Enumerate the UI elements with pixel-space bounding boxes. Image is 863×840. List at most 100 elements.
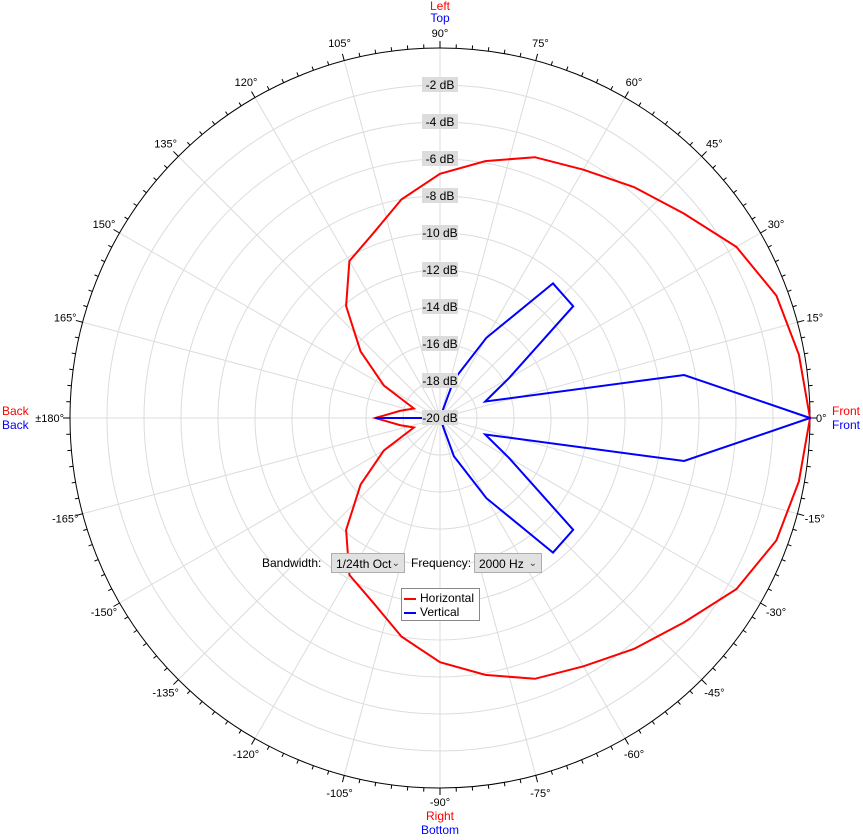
minor-tick	[742, 203, 747, 207]
angle-tick-label: 45°	[706, 139, 723, 151]
minor-tick	[211, 120, 216, 125]
ring-label-bg	[422, 299, 458, 314]
minor-tick	[519, 779, 522, 784]
minor-tick	[723, 177, 727, 181]
minor-tick	[689, 690, 694, 695]
ring-label: -8 dB	[426, 189, 455, 203]
legend-item-vertical: Vertical	[404, 605, 459, 619]
minor-tick	[751, 616, 756, 620]
minor-tick	[83, 528, 88, 531]
minor-tick	[503, 49, 506, 54]
minor-tick	[792, 528, 797, 531]
ring-label: -4 dB	[426, 115, 455, 129]
angle-tick-label: 120°	[235, 77, 258, 89]
grid-spoke	[82, 321, 441, 419]
minor-tick	[595, 78, 599, 83]
ring-label-bg	[422, 151, 458, 166]
direction-label-bottom-v: Bottom	[421, 823, 459, 837]
ring-label: -14 dB	[422, 300, 457, 314]
minor-tick	[689, 141, 694, 146]
minor-tick	[664, 711, 669, 716]
angle-tick-label: 75°	[532, 38, 549, 50]
angle-tick-label: 105°	[328, 38, 351, 50]
minor-tick	[142, 189, 147, 194]
frequency-select[interactable]: 2000 Hz ⌄	[474, 553, 542, 573]
minor-tick	[804, 481, 809, 484]
angle-tick-label: 165°	[54, 313, 77, 325]
grid-spoke	[254, 97, 441, 419]
minor-tick	[69, 368, 74, 371]
bandwidth-select[interactable]: 1/24th Oct ⌄	[331, 553, 405, 573]
minor-tick	[311, 66, 314, 71]
grid-spoke	[439, 417, 537, 776]
minor-tick	[225, 111, 229, 116]
minor-tick	[88, 544, 93, 547]
minor-tick	[71, 352, 76, 355]
major-tick	[251, 91, 256, 98]
minor-tick	[199, 701, 203, 705]
minor-tick	[390, 47, 393, 52]
minor-tick	[638, 102, 642, 107]
minor-tick	[163, 667, 168, 672]
ring-label: -18 dB	[422, 374, 457, 388]
ring-label-bg	[422, 373, 458, 388]
minor-tick	[723, 655, 727, 659]
grid-spoke	[439, 417, 761, 604]
minor-tick	[390, 784, 393, 789]
angle-tick-label: 90°	[432, 28, 449, 40]
minor-tick	[142, 642, 147, 647]
minor-tick	[801, 336, 806, 339]
major-tick	[797, 513, 805, 517]
minor-tick	[677, 131, 681, 135]
frequency-label: Frequency:	[411, 556, 472, 570]
minor-tick	[787, 289, 792, 292]
minor-tick	[806, 465, 811, 468]
minor-tick	[781, 274, 786, 277]
ring-label-bg	[422, 262, 458, 277]
grid-spoke	[343, 417, 441, 776]
minor-tick	[281, 753, 285, 758]
minor-tick	[712, 164, 717, 169]
major-tick	[173, 151, 179, 157]
angle-tick-label: -30°	[766, 607, 786, 619]
angle-tick-label: -45°	[704, 687, 724, 699]
minor-tick	[327, 61, 330, 66]
bandwidth-value: 1/24th Oct	[336, 557, 392, 571]
minor-tick	[296, 759, 299, 764]
legend-label: Vertical	[420, 605, 460, 619]
legend-swatch	[404, 597, 416, 600]
ring-label-bg	[422, 188, 458, 203]
minor-tick	[83, 305, 88, 308]
chevron-down-icon: ⌄	[391, 558, 400, 569]
grid-spoke	[82, 417, 441, 515]
minor-tick	[88, 289, 93, 292]
minor-tick	[487, 47, 490, 52]
major-tick	[341, 775, 345, 783]
minor-tick	[153, 655, 157, 659]
minor-tick	[767, 588, 772, 592]
angle-tick-label: -105°	[326, 788, 352, 800]
direction-label-top-v: Top	[430, 11, 450, 25]
minor-tick	[775, 573, 780, 577]
minor-tick	[566, 66, 569, 71]
minor-tick	[787, 544, 792, 547]
direction-label-bottom-h: Right	[426, 809, 455, 823]
minor-tick	[712, 667, 717, 672]
grid-spoke	[439, 321, 798, 419]
grid-spoke	[439, 417, 798, 515]
grid-spoke	[439, 97, 626, 419]
angle-tick-label: 30°	[768, 219, 785, 231]
minor-tick	[199, 131, 203, 135]
major-tick	[624, 91, 629, 98]
grid-spoke	[178, 156, 441, 419]
minor-tick	[767, 244, 772, 248]
major-tick	[75, 319, 83, 323]
angle-tick-label: -150°	[91, 607, 117, 619]
ring-label-bg	[422, 114, 458, 129]
minor-tick	[74, 336, 79, 339]
angle-tick-label: 15°	[806, 313, 823, 325]
minor-tick	[595, 753, 599, 758]
major-tick	[341, 53, 345, 61]
minor-tick	[664, 120, 669, 125]
